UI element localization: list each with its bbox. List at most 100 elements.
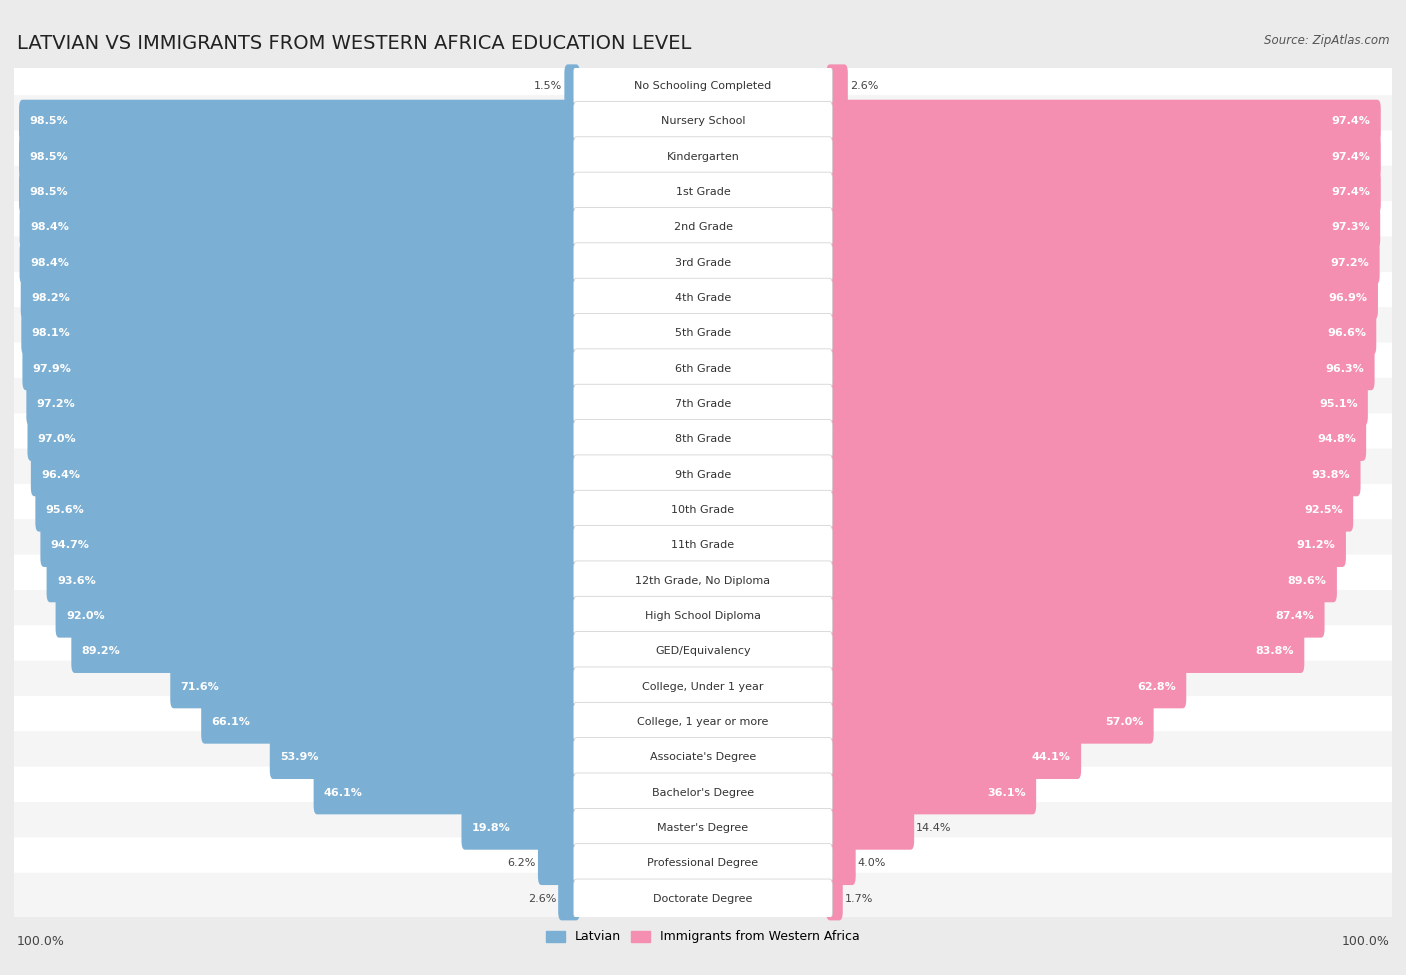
FancyBboxPatch shape bbox=[10, 448, 1396, 501]
Text: College, Under 1 year: College, Under 1 year bbox=[643, 682, 763, 692]
Text: 100.0%: 100.0% bbox=[1341, 935, 1389, 948]
Text: No Schooling Completed: No Schooling Completed bbox=[634, 81, 772, 91]
FancyBboxPatch shape bbox=[10, 272, 1396, 324]
FancyBboxPatch shape bbox=[461, 806, 579, 849]
FancyBboxPatch shape bbox=[827, 382, 1368, 425]
Text: High School Diploma: High School Diploma bbox=[645, 611, 761, 621]
Text: 98.5%: 98.5% bbox=[30, 151, 67, 162]
FancyBboxPatch shape bbox=[20, 136, 579, 178]
Text: LATVIAN VS IMMIGRANTS FROM WESTERN AFRICA EDUCATION LEVEL: LATVIAN VS IMMIGRANTS FROM WESTERN AFRIC… bbox=[17, 34, 692, 53]
FancyBboxPatch shape bbox=[827, 312, 1376, 355]
FancyBboxPatch shape bbox=[10, 166, 1396, 218]
Legend: Latvian, Immigrants from Western Africa: Latvian, Immigrants from Western Africa bbox=[541, 925, 865, 949]
FancyBboxPatch shape bbox=[56, 595, 579, 638]
FancyBboxPatch shape bbox=[574, 738, 832, 777]
Text: 2.6%: 2.6% bbox=[527, 894, 557, 904]
FancyBboxPatch shape bbox=[10, 307, 1396, 360]
Text: 1.7%: 1.7% bbox=[845, 894, 873, 904]
Text: 46.1%: 46.1% bbox=[323, 788, 363, 798]
FancyBboxPatch shape bbox=[20, 99, 579, 142]
FancyBboxPatch shape bbox=[10, 696, 1396, 748]
Text: 98.2%: 98.2% bbox=[31, 292, 70, 303]
FancyBboxPatch shape bbox=[170, 665, 579, 708]
Text: 92.5%: 92.5% bbox=[1305, 505, 1343, 515]
Text: 3rd Grade: 3rd Grade bbox=[675, 257, 731, 268]
Text: 12th Grade, No Diploma: 12th Grade, No Diploma bbox=[636, 575, 770, 586]
FancyBboxPatch shape bbox=[574, 419, 832, 459]
Text: 97.0%: 97.0% bbox=[38, 434, 76, 445]
Text: 89.2%: 89.2% bbox=[82, 646, 121, 656]
Text: 4th Grade: 4th Grade bbox=[675, 292, 731, 303]
FancyBboxPatch shape bbox=[827, 64, 848, 107]
Text: Master's Degree: Master's Degree bbox=[658, 823, 748, 834]
FancyBboxPatch shape bbox=[10, 413, 1396, 465]
FancyBboxPatch shape bbox=[827, 701, 1154, 744]
Text: 98.4%: 98.4% bbox=[30, 222, 69, 232]
Text: Nursery School: Nursery School bbox=[661, 116, 745, 127]
Text: 98.1%: 98.1% bbox=[31, 329, 70, 338]
Text: 19.8%: 19.8% bbox=[472, 823, 510, 834]
FancyBboxPatch shape bbox=[574, 136, 832, 176]
Text: 89.6%: 89.6% bbox=[1288, 575, 1327, 586]
Text: 97.3%: 97.3% bbox=[1331, 222, 1369, 232]
Text: 11th Grade: 11th Grade bbox=[672, 540, 734, 551]
FancyBboxPatch shape bbox=[574, 66, 832, 105]
FancyBboxPatch shape bbox=[20, 171, 579, 214]
FancyBboxPatch shape bbox=[574, 101, 832, 141]
FancyBboxPatch shape bbox=[10, 766, 1396, 819]
Text: 83.8%: 83.8% bbox=[1256, 646, 1294, 656]
Text: 9th Grade: 9th Grade bbox=[675, 470, 731, 480]
FancyBboxPatch shape bbox=[31, 453, 579, 496]
FancyBboxPatch shape bbox=[10, 131, 1396, 182]
FancyBboxPatch shape bbox=[10, 838, 1396, 889]
FancyBboxPatch shape bbox=[574, 843, 832, 883]
Text: 1st Grade: 1st Grade bbox=[676, 187, 730, 197]
Text: 71.6%: 71.6% bbox=[180, 682, 219, 692]
FancyBboxPatch shape bbox=[827, 241, 1379, 284]
FancyBboxPatch shape bbox=[827, 99, 1381, 142]
FancyBboxPatch shape bbox=[827, 771, 1036, 814]
FancyBboxPatch shape bbox=[827, 806, 914, 849]
Text: College, 1 year or more: College, 1 year or more bbox=[637, 717, 769, 727]
FancyBboxPatch shape bbox=[827, 418, 1367, 461]
Text: 6.2%: 6.2% bbox=[508, 858, 536, 869]
FancyBboxPatch shape bbox=[10, 237, 1396, 289]
Text: 66.1%: 66.1% bbox=[211, 717, 250, 727]
FancyBboxPatch shape bbox=[10, 484, 1396, 536]
Text: 93.8%: 93.8% bbox=[1312, 470, 1350, 480]
FancyBboxPatch shape bbox=[827, 736, 1081, 779]
Text: 97.4%: 97.4% bbox=[1331, 187, 1371, 197]
FancyBboxPatch shape bbox=[574, 667, 832, 707]
Text: 96.6%: 96.6% bbox=[1327, 329, 1367, 338]
Text: 92.0%: 92.0% bbox=[66, 611, 104, 621]
FancyBboxPatch shape bbox=[574, 879, 832, 918]
FancyBboxPatch shape bbox=[827, 524, 1346, 566]
FancyBboxPatch shape bbox=[574, 808, 832, 848]
FancyBboxPatch shape bbox=[574, 173, 832, 212]
FancyBboxPatch shape bbox=[827, 488, 1353, 531]
Text: 7th Grade: 7th Grade bbox=[675, 399, 731, 410]
FancyBboxPatch shape bbox=[558, 878, 579, 920]
FancyBboxPatch shape bbox=[20, 241, 579, 284]
Text: Source: ZipAtlas.com: Source: ZipAtlas.com bbox=[1264, 34, 1389, 47]
FancyBboxPatch shape bbox=[827, 171, 1381, 214]
Text: 97.2%: 97.2% bbox=[37, 399, 76, 410]
Text: 53.9%: 53.9% bbox=[280, 753, 319, 762]
FancyBboxPatch shape bbox=[201, 701, 579, 744]
Text: 98.5%: 98.5% bbox=[30, 187, 67, 197]
FancyBboxPatch shape bbox=[574, 597, 832, 636]
FancyBboxPatch shape bbox=[10, 342, 1396, 395]
FancyBboxPatch shape bbox=[21, 277, 579, 320]
Text: Associate's Degree: Associate's Degree bbox=[650, 753, 756, 762]
FancyBboxPatch shape bbox=[574, 384, 832, 424]
Text: 97.4%: 97.4% bbox=[1331, 116, 1371, 127]
FancyBboxPatch shape bbox=[574, 561, 832, 601]
FancyBboxPatch shape bbox=[827, 878, 842, 920]
FancyBboxPatch shape bbox=[538, 842, 579, 885]
FancyBboxPatch shape bbox=[28, 418, 579, 461]
FancyBboxPatch shape bbox=[574, 490, 832, 529]
Text: 5th Grade: 5th Grade bbox=[675, 329, 731, 338]
FancyBboxPatch shape bbox=[35, 488, 579, 531]
FancyBboxPatch shape bbox=[270, 736, 579, 779]
Text: 44.1%: 44.1% bbox=[1032, 753, 1071, 762]
